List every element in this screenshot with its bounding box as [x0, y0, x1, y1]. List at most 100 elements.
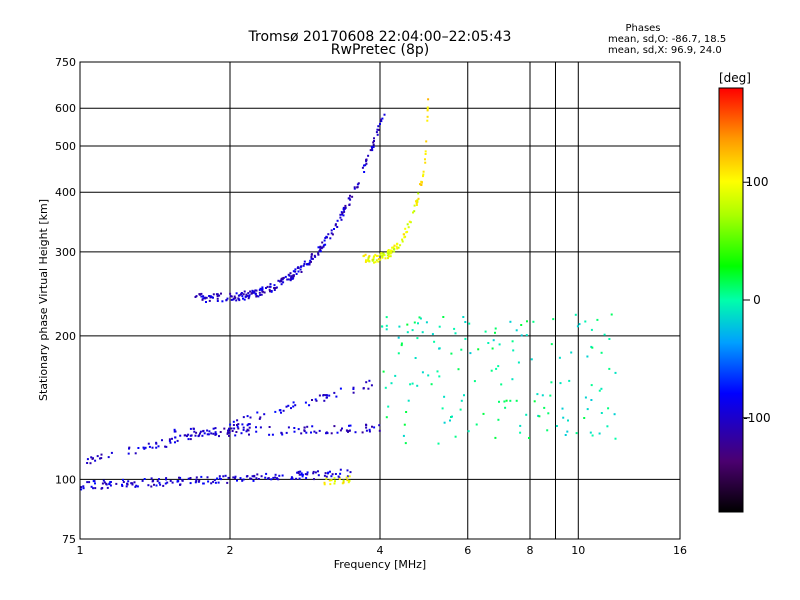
data-point — [584, 320, 587, 323]
data-point — [256, 473, 259, 476]
data-point — [422, 170, 425, 173]
data-point — [422, 175, 424, 178]
data-point — [294, 268, 297, 271]
data-point — [300, 472, 303, 475]
data-point — [600, 412, 603, 414]
data-point — [589, 431, 592, 434]
data-point — [179, 434, 182, 437]
data-point — [232, 298, 235, 301]
data-point — [272, 476, 275, 479]
data-point — [165, 478, 167, 481]
data-point — [271, 433, 274, 436]
data-point — [94, 482, 96, 485]
data-point — [266, 285, 269, 288]
data-point — [397, 336, 400, 339]
data-point — [165, 445, 168, 448]
data-point — [115, 482, 118, 485]
data-point — [392, 246, 395, 249]
data-point — [274, 410, 277, 413]
data-point — [373, 426, 376, 429]
data-point — [416, 199, 419, 202]
data-point — [406, 223, 409, 226]
x-tick-label: 2 — [227, 544, 234, 557]
data-point — [89, 462, 92, 465]
data-point — [337, 475, 340, 478]
data-point — [201, 434, 204, 437]
data-point — [226, 432, 229, 434]
data-point — [251, 475, 254, 478]
data-point — [301, 473, 304, 476]
data-point — [596, 318, 599, 321]
data-point — [409, 383, 412, 386]
data-point — [164, 445, 167, 448]
data-point — [384, 257, 387, 260]
data-point — [341, 213, 343, 216]
data-point — [141, 479, 144, 482]
data-point — [229, 423, 232, 426]
data-point — [338, 477, 341, 480]
data-point — [376, 128, 379, 131]
data-point — [216, 300, 219, 302]
data-point — [363, 164, 365, 167]
data-point — [169, 441, 172, 444]
data-point — [372, 143, 375, 146]
data-point — [227, 429, 230, 431]
data-point — [253, 291, 256, 294]
data-point — [297, 470, 300, 473]
data-point — [254, 289, 257, 292]
data-point — [212, 432, 215, 435]
data-point — [426, 109, 429, 112]
data-point — [227, 476, 230, 479]
data-point — [393, 248, 396, 250]
data-point — [200, 292, 203, 295]
y-tick-label: 75 — [62, 533, 76, 546]
data-point — [258, 289, 261, 291]
data-point — [230, 427, 233, 430]
data-point — [134, 452, 137, 455]
data-point — [327, 233, 330, 236]
data-point — [134, 485, 137, 488]
colorbar-tick-label: 100 — [746, 175, 769, 189]
data-point — [419, 317, 422, 320]
y-tick-label: 600 — [55, 102, 76, 115]
data-point — [151, 446, 154, 449]
data-point — [300, 271, 303, 273]
data-point — [400, 342, 403, 345]
data-point — [326, 396, 328, 399]
data-point — [168, 439, 171, 442]
data-point — [517, 361, 520, 364]
data-point — [305, 263, 308, 266]
data-point — [280, 411, 282, 414]
data-point — [171, 437, 173, 440]
data-point — [239, 477, 242, 480]
data-point — [385, 316, 388, 319]
data-point — [610, 313, 613, 316]
phases-o-stats: mean, sd,O: -86.7, 18.5 — [608, 34, 726, 45]
data-point — [295, 477, 298, 480]
data-point — [343, 210, 346, 213]
data-point — [330, 229, 333, 232]
data-point — [389, 251, 392, 254]
data-point — [269, 283, 272, 286]
data-point — [469, 352, 472, 355]
data-point — [584, 396, 587, 399]
data-point — [559, 382, 562, 385]
data-point — [297, 266, 300, 269]
data-point — [251, 290, 254, 293]
data-point — [416, 337, 419, 340]
x-tick-label: 6 — [464, 544, 471, 557]
data-point — [222, 475, 225, 478]
data-point — [345, 476, 348, 479]
data-point — [491, 347, 494, 350]
data-point — [433, 340, 436, 343]
data-point — [92, 487, 95, 490]
data-point — [325, 475, 328, 478]
data-point — [220, 478, 222, 481]
y-tick-label: 500 — [55, 140, 76, 153]
data-point — [195, 478, 198, 481]
data-point — [206, 476, 209, 479]
data-point — [371, 425, 373, 428]
data-point — [217, 481, 220, 484]
data-point — [348, 479, 351, 482]
data-point — [189, 438, 192, 441]
